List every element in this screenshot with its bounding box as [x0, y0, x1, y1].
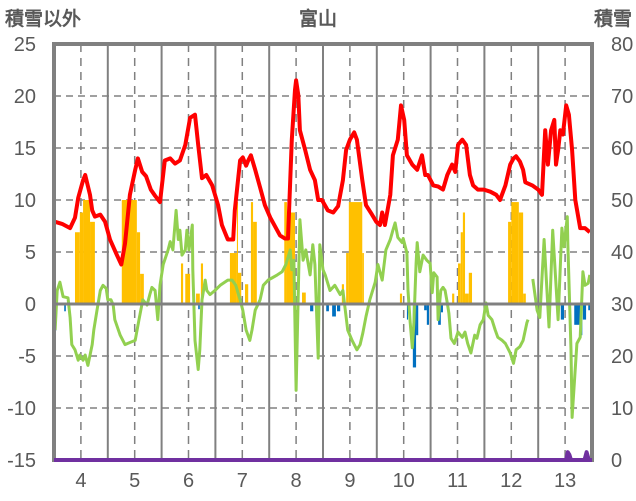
orange-bar — [236, 202, 238, 304]
orange-bar — [250, 202, 254, 304]
left-tick-label: 25 — [14, 34, 36, 56]
left-tick-label: 20 — [14, 86, 36, 108]
blue-bar — [406, 304, 409, 320]
orange-bar — [180, 263, 184, 304]
x-tick-label: 5 — [129, 470, 140, 492]
left-tick-label: 15 — [14, 138, 36, 160]
blue-bar — [416, 304, 419, 336]
left-axis-title: 積雪以外 — [5, 7, 81, 30]
orange-bar — [523, 293, 526, 304]
orange-bar — [399, 293, 403, 304]
orange-bar — [196, 293, 200, 304]
orange-bar — [362, 253, 364, 304]
left-tick-label: 10 — [14, 190, 36, 212]
orange-bar — [284, 202, 287, 304]
orange-bar — [200, 263, 204, 304]
orange-bar — [229, 253, 237, 304]
x-tick-label: 9 — [344, 470, 355, 492]
blue-bar — [64, 304, 66, 312]
x-tick-label: 13 — [554, 470, 576, 492]
blue-bar — [332, 304, 336, 317]
orange-bar — [458, 263, 461, 304]
green-line — [53, 208, 592, 419]
orange-bar — [136, 232, 141, 304]
left-tick-label: 0 — [25, 294, 36, 316]
orange-bar — [140, 273, 144, 304]
orange-bar — [468, 272, 473, 304]
orange-bar — [465, 293, 469, 304]
orange-bar — [79, 212, 84, 304]
x-tick-label: 6 — [183, 470, 194, 492]
orange-bar — [244, 284, 249, 304]
x-tick-label: 7 — [237, 470, 248, 492]
orange-bar — [511, 202, 519, 304]
right-tick-label: 10 — [611, 398, 633, 420]
x-tick-label: 8 — [291, 470, 302, 492]
orange-bar — [348, 202, 363, 304]
red-line — [54, 78, 592, 267]
orange-bar — [462, 212, 466, 304]
x-tick-label: 4 — [75, 470, 86, 492]
blue-bar — [198, 304, 200, 310]
blue-bar — [336, 304, 341, 312]
left-tick-label: -10 — [7, 398, 36, 420]
orange-bar — [346, 253, 349, 304]
blue-bar — [560, 304, 565, 320]
plot-frame — [52, 42, 594, 462]
blue-bar — [424, 304, 427, 311]
orange-bar — [253, 221, 257, 304]
blue-bar — [310, 304, 314, 312]
orange-bar — [185, 273, 191, 304]
x-tick-label: 10 — [393, 470, 415, 492]
orange-bar — [508, 221, 512, 304]
orange-bar — [90, 221, 95, 304]
right-tick-label: 30 — [611, 294, 633, 316]
blue-bar — [582, 304, 587, 320]
orange-bar — [74, 232, 80, 304]
blue-bar — [426, 304, 429, 325]
right-tick-label: 60 — [611, 138, 633, 160]
left-tick-label: -5 — [18, 346, 36, 368]
orange-bar — [460, 232, 463, 304]
chart-title: 富山 — [299, 7, 337, 30]
x-tick-label: 11 — [447, 470, 468, 492]
orange-bar — [83, 200, 91, 304]
left-tick-label: 5 — [25, 242, 36, 264]
right-tick-label: 40 — [611, 242, 633, 264]
gridlines — [54, 44, 593, 460]
right-tick-label: 80 — [611, 34, 633, 56]
orange-bar — [452, 293, 455, 304]
left-tick-label: -15 — [7, 450, 36, 472]
orange-bar — [518, 212, 524, 304]
right-tick-label: 20 — [611, 346, 633, 368]
blue-bar — [588, 304, 591, 311]
right-tick-label: 70 — [611, 86, 633, 108]
blue-bar — [326, 304, 329, 312]
right-tick-label: 0 — [611, 450, 622, 472]
blue-bar — [574, 304, 581, 325]
blue-bar — [440, 304, 443, 313]
orange-bar — [237, 272, 242, 304]
right-tick-label: 50 — [611, 190, 633, 212]
orange-bar — [302, 292, 306, 304]
right-axis-title: 積雪 — [594, 7, 632, 30]
x-tick-label: 12 — [500, 470, 522, 492]
